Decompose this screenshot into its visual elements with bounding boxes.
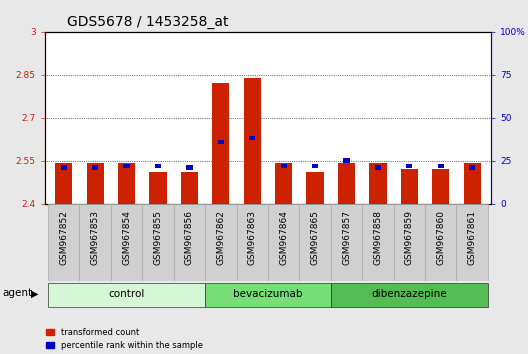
Bar: [212, 84, 230, 204]
Bar: [218, 139, 224, 144]
Bar: [312, 164, 318, 168]
Bar: [369, 164, 386, 204]
Text: agent: agent: [3, 289, 33, 298]
Text: GSM967853: GSM967853: [91, 210, 100, 265]
Text: ▶: ▶: [31, 289, 38, 298]
Bar: [338, 164, 355, 204]
Text: GSM967863: GSM967863: [248, 210, 257, 265]
Bar: [331, 204, 362, 281]
Bar: [275, 164, 293, 204]
Bar: [124, 164, 130, 168]
Text: GSM967861: GSM967861: [468, 210, 477, 265]
Text: GSM967855: GSM967855: [154, 210, 163, 265]
Bar: [205, 283, 331, 307]
Bar: [111, 204, 142, 281]
Bar: [464, 164, 481, 204]
Bar: [48, 204, 79, 281]
Text: GSM967854: GSM967854: [122, 210, 131, 265]
Bar: [55, 164, 72, 204]
Text: bevacizumab: bevacizumab: [233, 289, 303, 299]
Bar: [343, 159, 350, 163]
Bar: [394, 204, 425, 281]
Text: dibenzazepine: dibenzazepine: [372, 289, 447, 299]
Text: GSM967858: GSM967858: [373, 210, 382, 265]
Bar: [118, 164, 135, 204]
Bar: [432, 169, 449, 204]
Text: control: control: [108, 289, 145, 299]
Bar: [149, 172, 167, 204]
Text: GSM967852: GSM967852: [59, 210, 68, 265]
Bar: [155, 164, 161, 168]
Text: GSM967856: GSM967856: [185, 210, 194, 265]
Bar: [375, 165, 381, 170]
Bar: [401, 169, 418, 204]
Text: GSM967865: GSM967865: [310, 210, 319, 265]
Bar: [406, 164, 412, 168]
Bar: [438, 164, 444, 168]
Bar: [457, 204, 488, 281]
Bar: [425, 204, 457, 281]
Bar: [186, 165, 193, 170]
Bar: [237, 204, 268, 281]
Bar: [48, 283, 205, 307]
Text: GSM967860: GSM967860: [436, 210, 445, 265]
Bar: [92, 165, 98, 170]
Bar: [469, 165, 475, 170]
Bar: [362, 204, 394, 281]
Bar: [181, 172, 198, 204]
Bar: [142, 204, 174, 281]
Bar: [306, 172, 324, 204]
Bar: [299, 204, 331, 281]
Text: GSM967859: GSM967859: [405, 210, 414, 265]
Text: GSM967862: GSM967862: [216, 210, 225, 265]
Bar: [205, 204, 237, 281]
Bar: [79, 204, 111, 281]
Bar: [61, 165, 67, 170]
Bar: [331, 283, 488, 307]
Text: GDS5678 / 1453258_at: GDS5678 / 1453258_at: [67, 16, 229, 29]
Text: GSM967864: GSM967864: [279, 210, 288, 265]
Bar: [268, 204, 299, 281]
Bar: [174, 204, 205, 281]
Bar: [87, 164, 104, 204]
Legend: transformed count, percentile rank within the sample: transformed count, percentile rank withi…: [46, 328, 203, 350]
Bar: [249, 136, 256, 141]
Text: GSM967857: GSM967857: [342, 210, 351, 265]
Bar: [243, 78, 261, 204]
Bar: [280, 164, 287, 168]
